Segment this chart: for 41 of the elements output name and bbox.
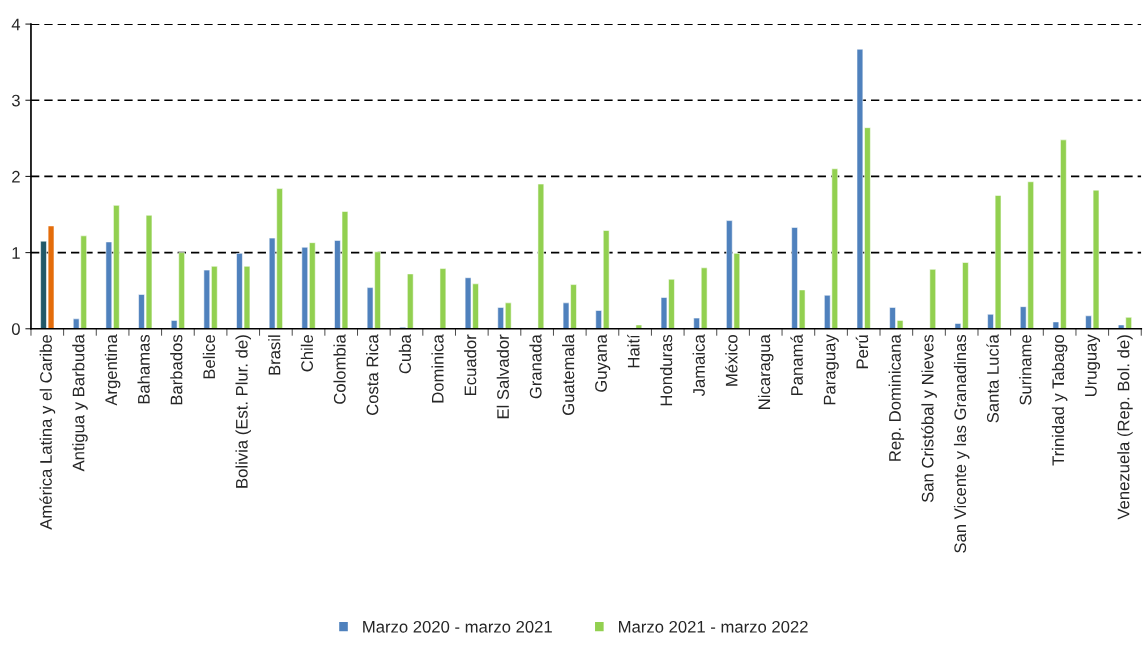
x-tick-label: Bolivia (Est. Plur. de)	[235, 335, 251, 488]
x-tick-label: San Cristóbal y Nieves	[921, 334, 937, 503]
x-tick-label: Nicaragua	[757, 334, 774, 409]
x-tick-label: Costa Rica	[366, 334, 379, 415]
x-tick-label: Colombia	[333, 334, 346, 404]
x-tick-label: Perú	[855, 335, 869, 369]
x-tick-label: Belice	[202, 335, 216, 379]
x-tick-label: América Latina y el Caribe	[39, 335, 56, 530]
x-tick-label: Dominica	[431, 334, 444, 403]
x-tick-label: Chile	[300, 335, 314, 372]
x-tick-label: México	[725, 335, 738, 386]
x-tick-label: Uruguay	[1085, 334, 1101, 397]
x-tick-label: Brasil	[268, 335, 281, 375]
x-tick-label: Jamaica	[692, 334, 705, 397]
x-tick-label: Bahamas	[137, 334, 150, 404]
legend-label: Marzo 2021 - marzo 2022	[619, 620, 808, 633]
y-tick-label: 3	[11, 94, 20, 107]
x-tick-label: Cuba	[398, 334, 411, 374]
x-tick-label: Guyana	[595, 334, 611, 392]
x-tick-label: Barbados	[170, 334, 183, 405]
x-tick-label: Paraguay	[823, 334, 839, 405]
x-tick-label: Trinidad y Tabago	[1051, 335, 1068, 466]
x-tick-label: Panamá	[790, 334, 803, 396]
y-tick-label: 2	[12, 170, 20, 183]
x-tick-label: El Salvador	[496, 334, 509, 419]
x-tick-label: Guatemala	[562, 334, 575, 415]
x-tick-label: Venezuela (Rep. Bol. de)	[1117, 335, 1133, 520]
x-tick-label: Suriname	[1019, 335, 1032, 405]
x-tick-label: Antigua y Barbuda	[72, 334, 88, 472]
x-tick-label: San Vicente y las Granadinas	[953, 334, 970, 553]
x-tick-label: Honduras	[659, 334, 673, 406]
x-tick-label: Haití	[627, 334, 640, 368]
x-tick-label: Rep. Dominicana	[888, 334, 905, 461]
legend-label: Marzo 2020 - marzo 2021	[363, 620, 552, 633]
x-tick-label: Ecuador	[464, 334, 477, 396]
x-tick-label: Argentina	[104, 334, 121, 406]
y-tick-label: 1	[12, 247, 20, 259]
x-tick-label: Santa Lucía	[986, 334, 999, 423]
y-tick-label: 4	[11, 18, 21, 31]
x-tick-label: Granada	[529, 334, 542, 399]
y-tick-label: 0	[11, 323, 20, 335]
